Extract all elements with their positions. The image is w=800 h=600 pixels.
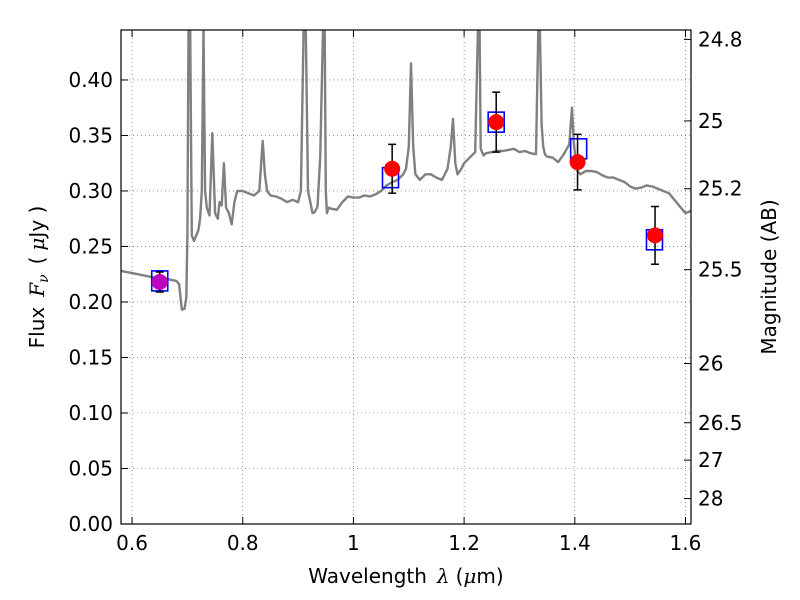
plot-frame: [120, 29, 692, 525]
y-tick-label: 0.20: [68, 290, 113, 314]
y2-tick-label: 27: [698, 448, 723, 472]
x-axis-title-symbol: λ: [436, 564, 450, 588]
x-tick-label: 1.2: [448, 531, 480, 555]
x-axis-title-unit-rest: m): [476, 564, 503, 588]
observed-point-group: [151, 91, 664, 293]
y-tick-label: 0.10: [68, 401, 113, 425]
x-axis-title-text: Wavelength: [308, 564, 427, 588]
x-axis-title-unit-symbol: μ: [463, 564, 476, 588]
x-tick-label: 0.8: [227, 531, 259, 555]
y2-tick-label: 26.5: [698, 411, 743, 435]
grid: [121, 30, 691, 525]
x-axis-title: Wavelength λ (μm): [308, 564, 503, 588]
y2-tick-label: 25.5: [698, 258, 743, 282]
sed-line-group: [121, 30, 691, 311]
y-axis-title-symbol: F: [25, 282, 49, 298]
y-tick-label: 0.00: [68, 512, 113, 536]
x-tick-label: 1.4: [559, 531, 591, 555]
y-axis-title: Flux Fν ( μJy ): [25, 206, 52, 349]
x-tick-label: 1.6: [670, 531, 702, 555]
y2-tick-label: 25.2: [698, 177, 743, 201]
y-axis-title-text: Flux: [25, 307, 49, 349]
y2-axis-title: Magnitude (AB): [757, 199, 781, 354]
y2-tick-label: 28: [698, 487, 723, 511]
y-tick-label: 0.40: [68, 68, 113, 92]
y2-tick-label: 24.8: [698, 27, 743, 51]
axis-ticks: 0.6 0.8 1 1.2 1.4 1.6 0.00 0.05 0.10 0.15 0.20 0.25…: [68, 27, 742, 555]
y-axis-title-unit-symbol: μ: [25, 238, 49, 251]
observed-point: [488, 114, 505, 131]
x-tick-label: 1: [347, 531, 360, 555]
y-tick-label: 0.35: [68, 123, 113, 147]
y-tick-label: 0.15: [68, 345, 113, 369]
observed-point: [384, 160, 401, 177]
x-axis-title-unit-open: (: [456, 564, 464, 588]
y2-tick-label: 25: [698, 109, 723, 133]
y-tick-label: 0.30: [68, 179, 113, 203]
observed-point: [569, 154, 586, 171]
y-tick-label: 0.05: [68, 456, 113, 480]
y2-tick-label: 26: [698, 352, 723, 376]
observed-point: [647, 227, 664, 244]
sed-line: [121, 30, 691, 311]
y-axis-title-subscript: ν: [36, 274, 52, 283]
filter-marker-group: [150, 111, 664, 292]
y-tick-label: 0.25: [68, 234, 113, 258]
x-tick-label: 0.6: [116, 531, 148, 555]
y-axis-title-unit-open: (: [25, 257, 49, 265]
y-axis-title-unit-rest: Jy ): [25, 206, 49, 240]
observed-point: [151, 273, 168, 290]
